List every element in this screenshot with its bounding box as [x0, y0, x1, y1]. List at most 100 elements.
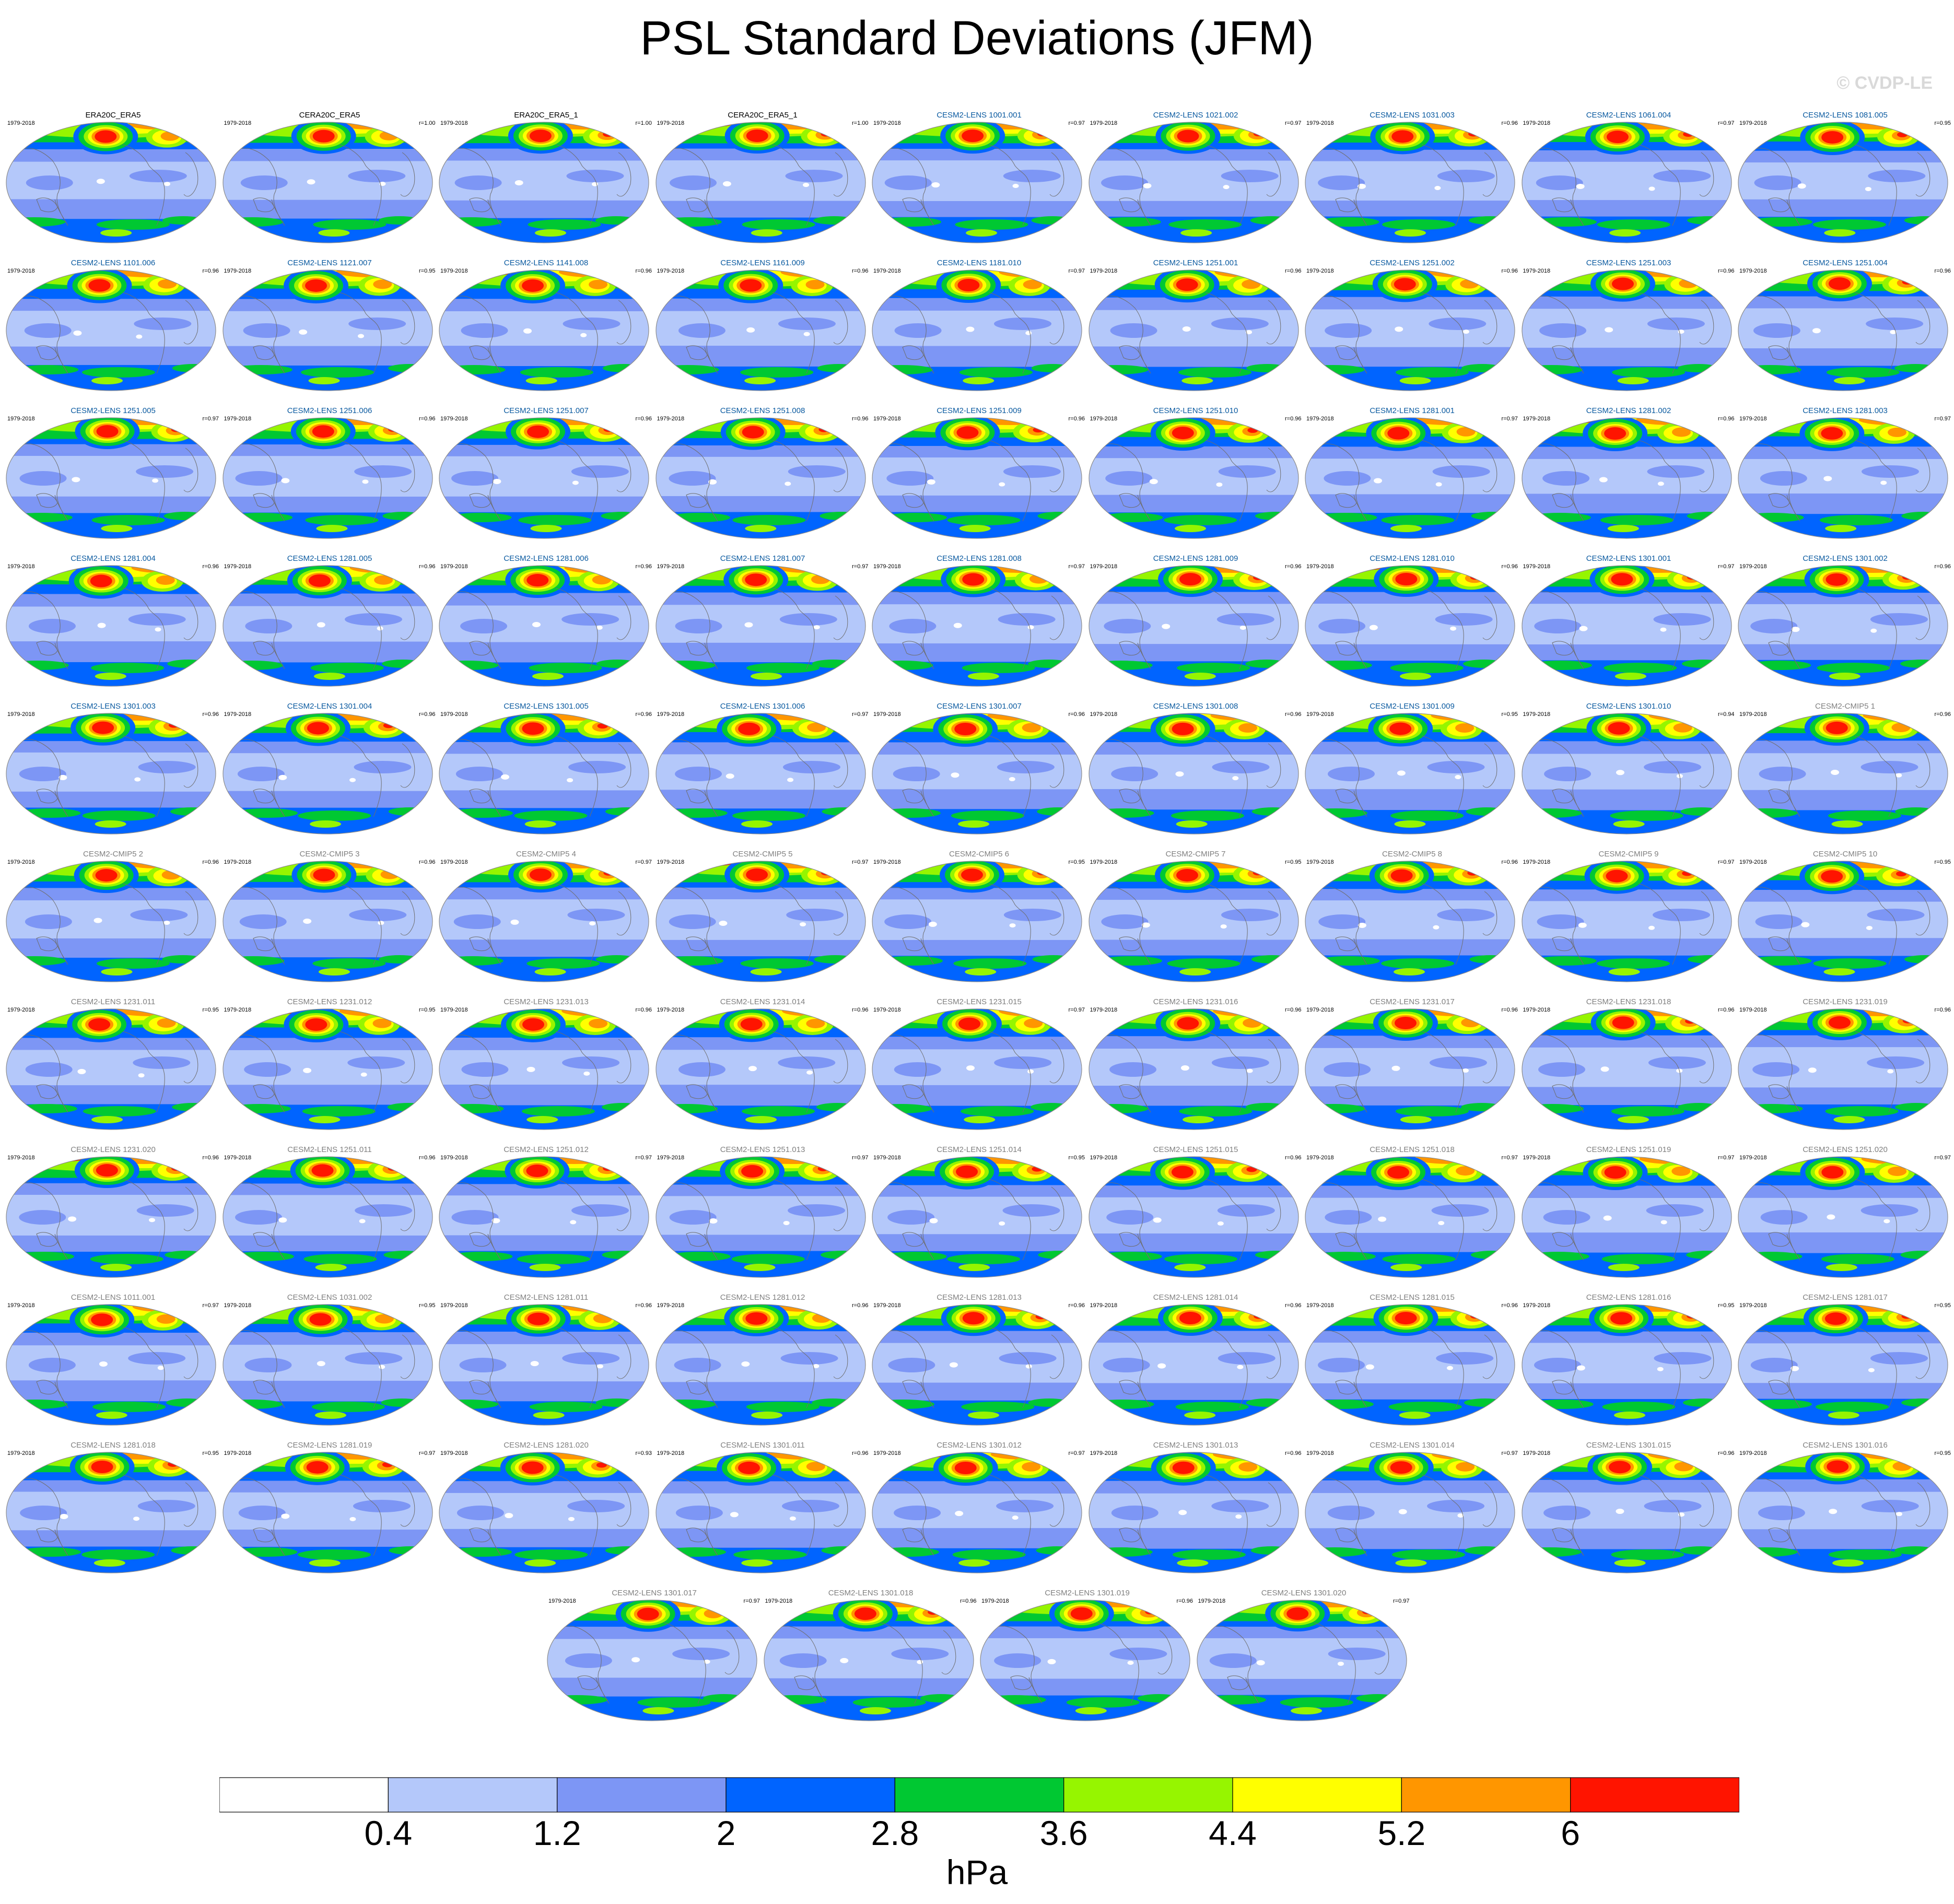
panel-pattern-correlation: r=0.96 [419, 859, 436, 865]
coastline-australia [1118, 345, 1141, 360]
contour-region [1534, 217, 1597, 227]
contour-region [751, 1412, 782, 1419]
contour-antarctic [872, 1272, 1082, 1277]
panel-title: CESM2-LENS 1081.005 [1803, 111, 1888, 120]
coastline-americas [339, 1031, 382, 1113]
psl-stddev-map [1305, 1008, 1515, 1130]
contour-region [1381, 958, 1455, 969]
contour-region [237, 767, 285, 781]
psl-stddev-map [1196, 1600, 1407, 1721]
contour-region [1029, 574, 1048, 584]
contour-region [1017, 566, 1060, 572]
coastline-asia-australia [453, 1478, 501, 1556]
coastline-australia [1335, 345, 1357, 360]
contour-region [1615, 1509, 1624, 1514]
map-border [439, 1008, 649, 1130]
map-panel: CESM2-LENS 1281.009 1979-2018 r=0.96 [1088, 553, 1304, 687]
contour-region [82, 810, 156, 821]
contour-region [1608, 968, 1640, 975]
psl-stddev-map [872, 269, 1082, 391]
contour-region [1381, 515, 1455, 525]
contour-region [526, 1066, 535, 1072]
coastline-asia-australia [670, 1182, 718, 1261]
contour-region [669, 175, 717, 190]
contour-region [1318, 175, 1365, 190]
map-panel: CESM2-LENS 1061.004 1979-2018 r=0.97 [1521, 110, 1737, 243]
coastline-asia-australia [453, 1182, 501, 1261]
coastline-americas [988, 1326, 1031, 1408]
contour-region [373, 575, 393, 585]
contour-region [602, 1251, 644, 1259]
contour-region [1828, 1412, 1859, 1419]
coastline-australia [685, 493, 708, 508]
contour-region [839, 1658, 848, 1663]
contour-region [359, 1219, 366, 1224]
contour-region [1738, 808, 1798, 818]
coastline-africa [1049, 1334, 1064, 1379]
contour-region [1106, 1210, 1153, 1225]
panel-title: CESM2-LENS 1251.001 [1153, 258, 1238, 267]
contour-region [243, 1062, 291, 1077]
map-panel: CESM2-LENS 1301.012 1979-2018 r=0.97 [871, 1440, 1087, 1573]
aleutian-low-max [744, 573, 767, 586]
panel-title: CESM2-LENS 1281.012 [720, 1293, 805, 1302]
contour-region [1221, 170, 1279, 182]
contour-region [1469, 955, 1512, 963]
coastline-africa [1049, 1482, 1064, 1527]
map-border [1738, 861, 1948, 982]
contour-antarctic [872, 1567, 1082, 1573]
contour-region [1660, 1220, 1667, 1225]
aleutian-low-max [954, 722, 977, 735]
map-border [439, 417, 649, 539]
coastline-australia [1226, 1675, 1249, 1690]
contour-region [1305, 365, 1365, 374]
contour-region [589, 1018, 608, 1028]
coastline-australia [469, 345, 491, 360]
panel-pattern-correlation: r=0.95 [202, 1007, 219, 1013]
contour-region [1110, 323, 1157, 338]
psl-stddev-map [547, 1600, 757, 1721]
coastline-americas [772, 735, 815, 817]
coastline-africa [616, 1482, 631, 1527]
aleutian-low-max [522, 1018, 544, 1031]
map-border [655, 1008, 866, 1130]
contour-region [1382, 219, 1456, 230]
aleutian-low-max [522, 279, 544, 292]
contour-region [603, 870, 614, 876]
map-border [222, 861, 433, 982]
aleutian-low-max [1179, 1312, 1201, 1325]
contour-region [387, 1103, 429, 1111]
map-border [1088, 1304, 1299, 1426]
coastline-africa [1699, 300, 1714, 345]
map-border [222, 1008, 433, 1130]
psl-stddev-map [1738, 122, 1948, 243]
contour-region [1741, 513, 1804, 522]
coastline-americas [1096, 1622, 1139, 1704]
map-border [547, 1600, 757, 1721]
coastline-australia [1768, 789, 1790, 804]
map-panel: CESM2-LENS 1301.018 1979-2018 r=0.96 [763, 1588, 979, 1721]
coastline-australia [902, 1084, 924, 1099]
contour-region [1427, 1500, 1485, 1512]
colorbar-bin [726, 1777, 895, 1813]
aleutian-low-max [526, 1165, 548, 1178]
panel-title: CESM2-LENS 1281.020 [504, 1441, 589, 1450]
contour-region [377, 921, 384, 925]
contour-region [360, 1072, 367, 1077]
map-border [1738, 565, 1948, 687]
coastline-africa [183, 1039, 198, 1084]
coastline-asia-australia [453, 1035, 501, 1113]
coastline-africa [616, 152, 631, 197]
coastline-australia [469, 197, 491, 213]
panel-title: CESM2-LENS 1301.006 [720, 702, 805, 711]
contour-region [1648, 925, 1655, 930]
contour-region [1374, 478, 1383, 484]
contour-antarctic [223, 1567, 432, 1573]
psl-stddev-map [222, 861, 433, 982]
contour-region [344, 613, 402, 626]
coastline-asia-australia [670, 443, 718, 522]
contour-region [603, 132, 614, 137]
contour-region [158, 279, 177, 289]
contour-region [1174, 525, 1206, 532]
contour-region [235, 1210, 282, 1225]
